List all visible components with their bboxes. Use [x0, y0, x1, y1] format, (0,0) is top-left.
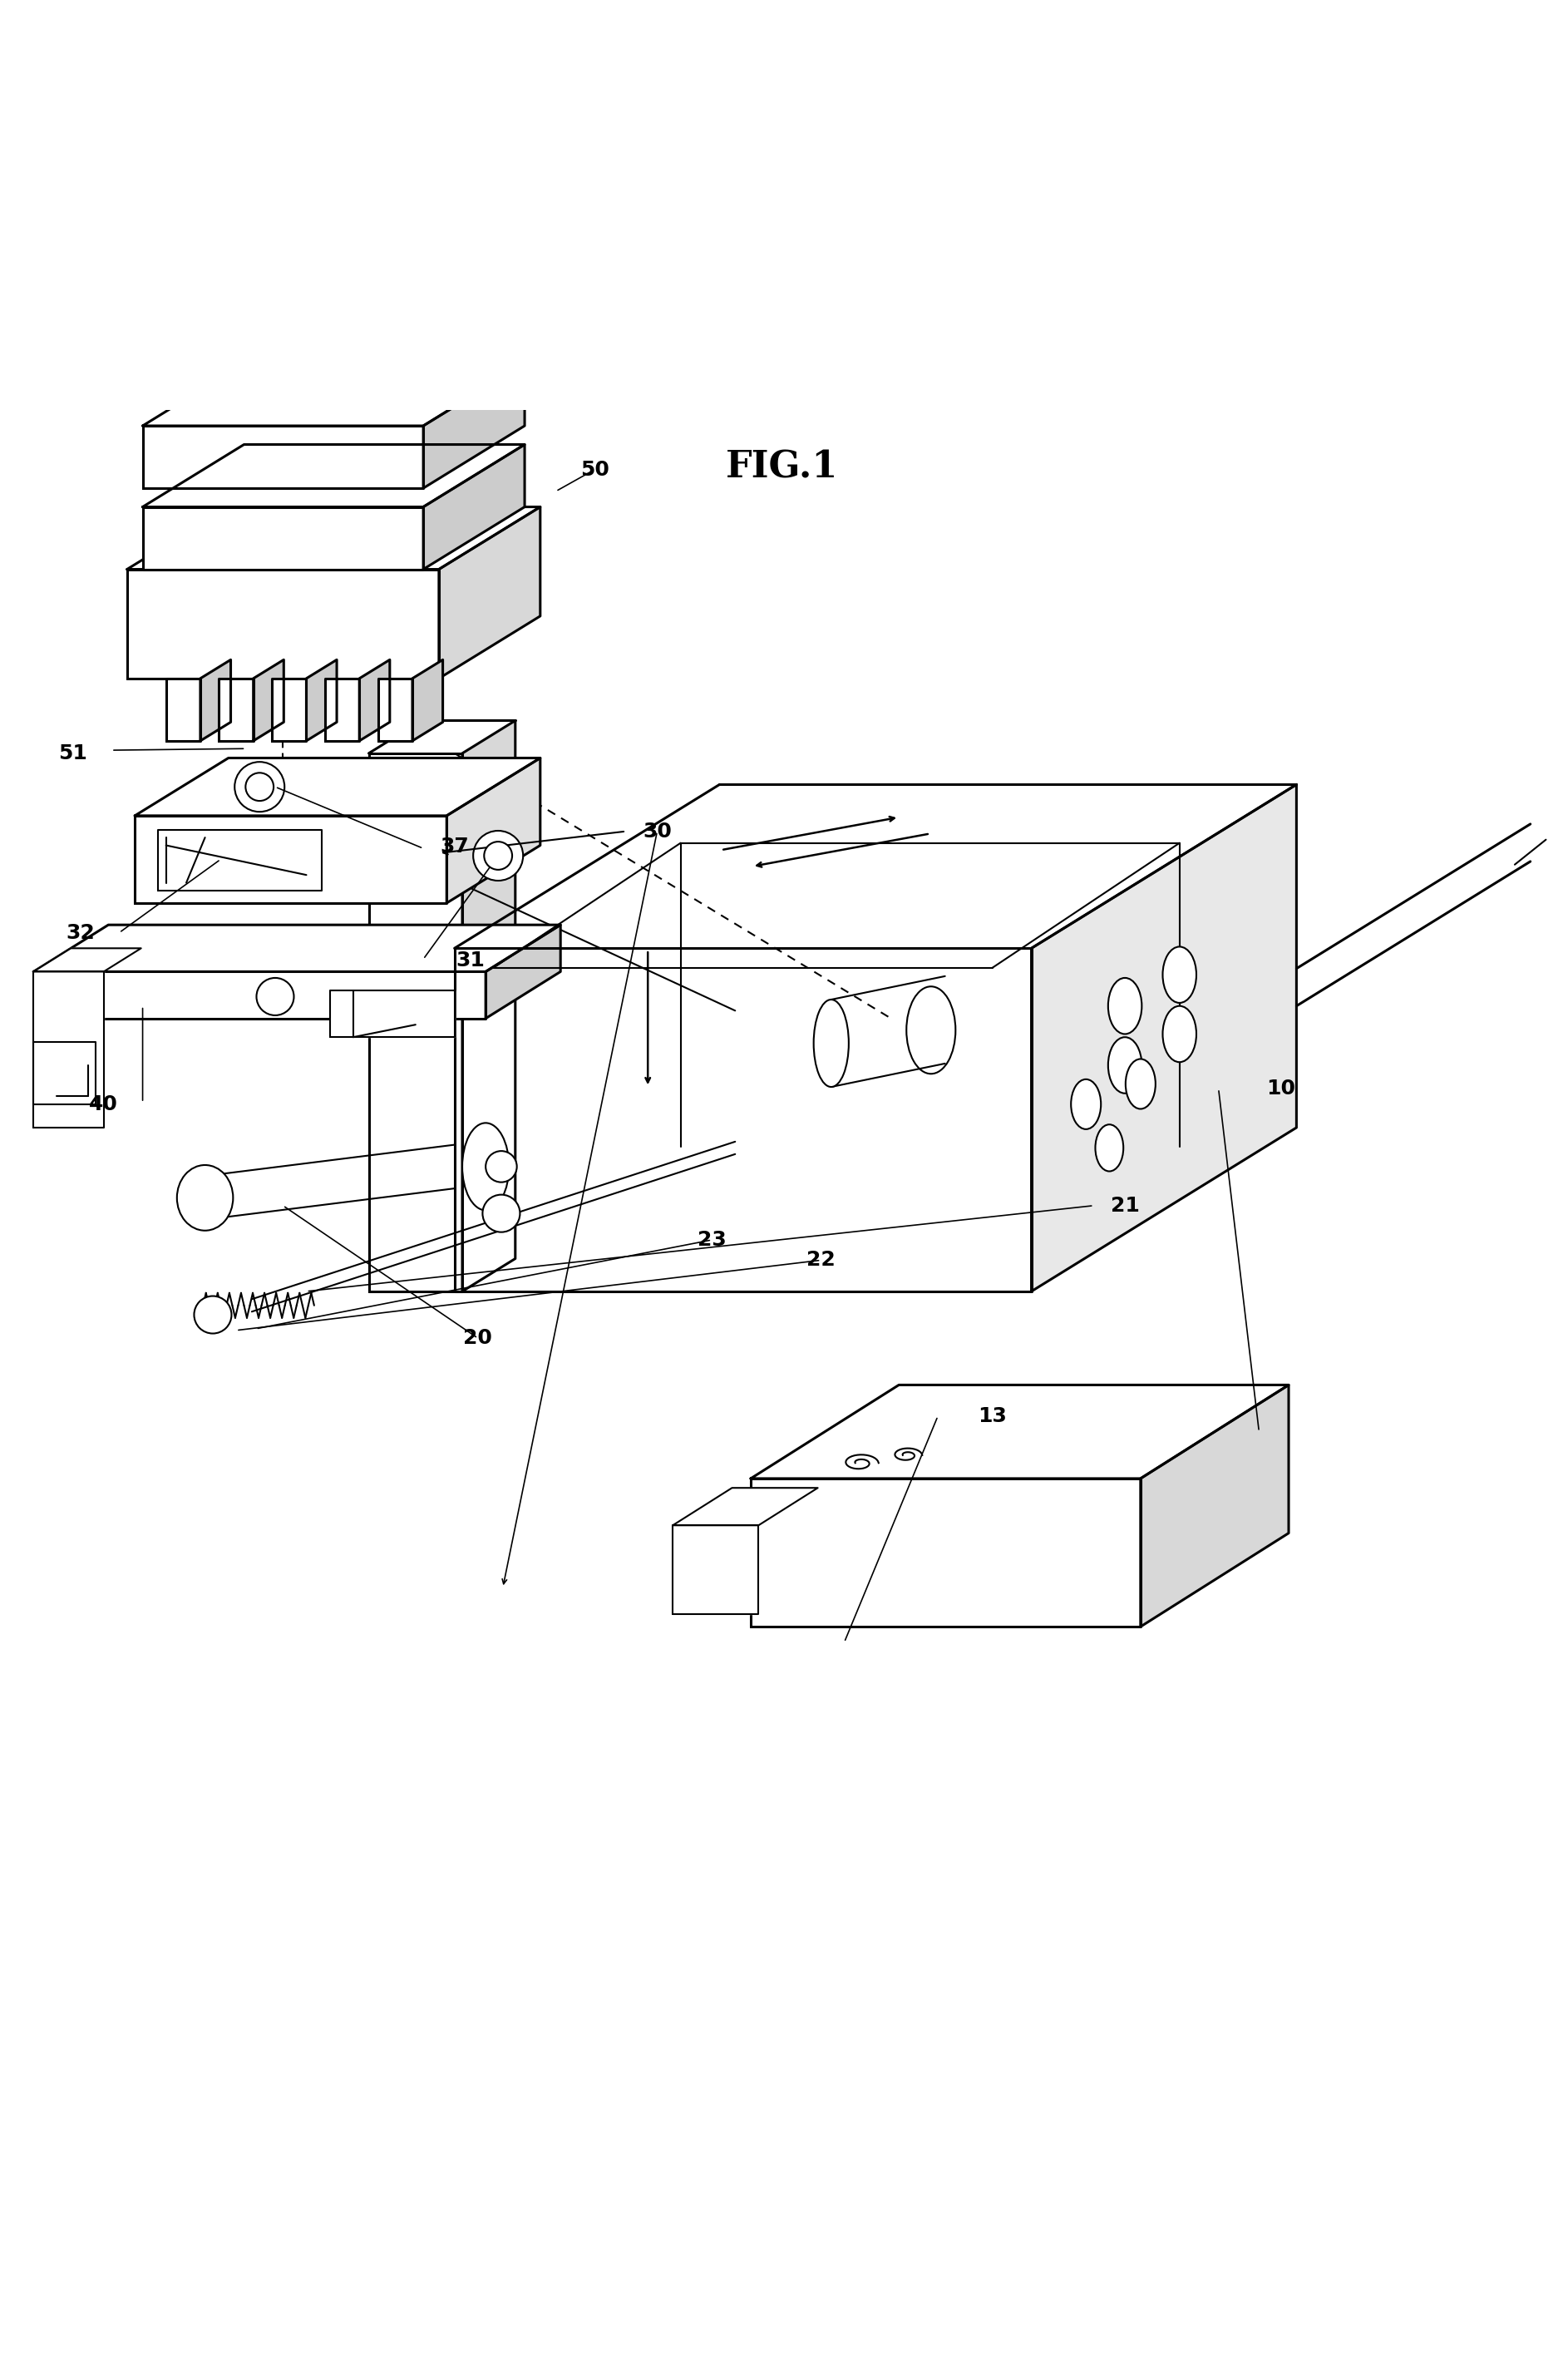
Polygon shape: [142, 202, 524, 264]
Polygon shape: [272, 678, 306, 740]
Polygon shape: [424, 283, 524, 407]
Polygon shape: [424, 202, 524, 326]
Polygon shape: [306, 659, 336, 740]
Circle shape: [256, 978, 294, 1016]
Polygon shape: [672, 1488, 817, 1526]
Circle shape: [483, 1195, 519, 1233]
Ellipse shape: [1108, 978, 1141, 1033]
Polygon shape: [33, 1042, 95, 1104]
Circle shape: [474, 831, 522, 881]
Polygon shape: [413, 659, 442, 740]
Text: 40: 40: [89, 1095, 119, 1114]
Text: 50: 50: [580, 459, 610, 478]
Polygon shape: [325, 678, 359, 740]
Ellipse shape: [1125, 1059, 1155, 1109]
Ellipse shape: [1094, 1123, 1122, 1171]
Text: 21: 21: [1110, 1195, 1139, 1216]
Polygon shape: [33, 971, 486, 1019]
Text: 37: 37: [439, 838, 469, 857]
Polygon shape: [33, 926, 560, 971]
Polygon shape: [142, 445, 524, 507]
Polygon shape: [142, 364, 524, 426]
Text: 32: 32: [66, 923, 95, 942]
Polygon shape: [134, 816, 447, 902]
Circle shape: [234, 762, 284, 812]
Polygon shape: [369, 754, 463, 1292]
Polygon shape: [127, 507, 539, 569]
Polygon shape: [142, 426, 424, 488]
Ellipse shape: [463, 1123, 510, 1211]
Polygon shape: [166, 678, 200, 740]
Polygon shape: [439, 507, 539, 678]
Polygon shape: [158, 831, 322, 890]
Text: 13: 13: [977, 1407, 1007, 1426]
Polygon shape: [142, 264, 424, 326]
Ellipse shape: [1161, 1007, 1196, 1061]
Text: 22: 22: [807, 1250, 835, 1271]
Polygon shape: [253, 659, 283, 740]
Polygon shape: [33, 971, 103, 1128]
Polygon shape: [127, 569, 439, 678]
Polygon shape: [200, 659, 231, 740]
Polygon shape: [1139, 1385, 1288, 1626]
Polygon shape: [219, 678, 253, 740]
Polygon shape: [463, 721, 516, 1292]
Polygon shape: [142, 283, 524, 345]
Polygon shape: [447, 757, 539, 902]
Ellipse shape: [177, 1166, 233, 1230]
Ellipse shape: [1161, 947, 1196, 1002]
Circle shape: [485, 843, 513, 869]
Polygon shape: [142, 345, 424, 407]
Circle shape: [486, 1152, 517, 1183]
Polygon shape: [134, 757, 539, 816]
Polygon shape: [142, 507, 424, 569]
Circle shape: [245, 774, 274, 802]
Text: 23: 23: [697, 1230, 725, 1250]
Text: 31: 31: [455, 950, 485, 971]
Text: 30: 30: [642, 821, 672, 840]
Ellipse shape: [813, 1000, 849, 1088]
Polygon shape: [750, 1478, 1139, 1626]
Polygon shape: [455, 947, 1032, 1292]
Text: FIG.1: FIG.1: [725, 450, 838, 486]
Text: 51: 51: [58, 743, 88, 764]
Polygon shape: [378, 678, 413, 740]
Text: 20: 20: [463, 1328, 492, 1347]
Polygon shape: [424, 364, 524, 488]
Circle shape: [194, 1297, 231, 1333]
Polygon shape: [486, 926, 560, 1019]
Ellipse shape: [1071, 1078, 1100, 1128]
Polygon shape: [359, 659, 389, 740]
Ellipse shape: [907, 985, 955, 1073]
Ellipse shape: [1108, 1038, 1141, 1092]
Text: 10: 10: [1266, 1078, 1294, 1100]
Polygon shape: [1032, 785, 1296, 1292]
Polygon shape: [672, 1526, 758, 1614]
Polygon shape: [424, 445, 524, 569]
Polygon shape: [33, 947, 141, 971]
Polygon shape: [330, 990, 455, 1038]
Polygon shape: [750, 1385, 1288, 1478]
